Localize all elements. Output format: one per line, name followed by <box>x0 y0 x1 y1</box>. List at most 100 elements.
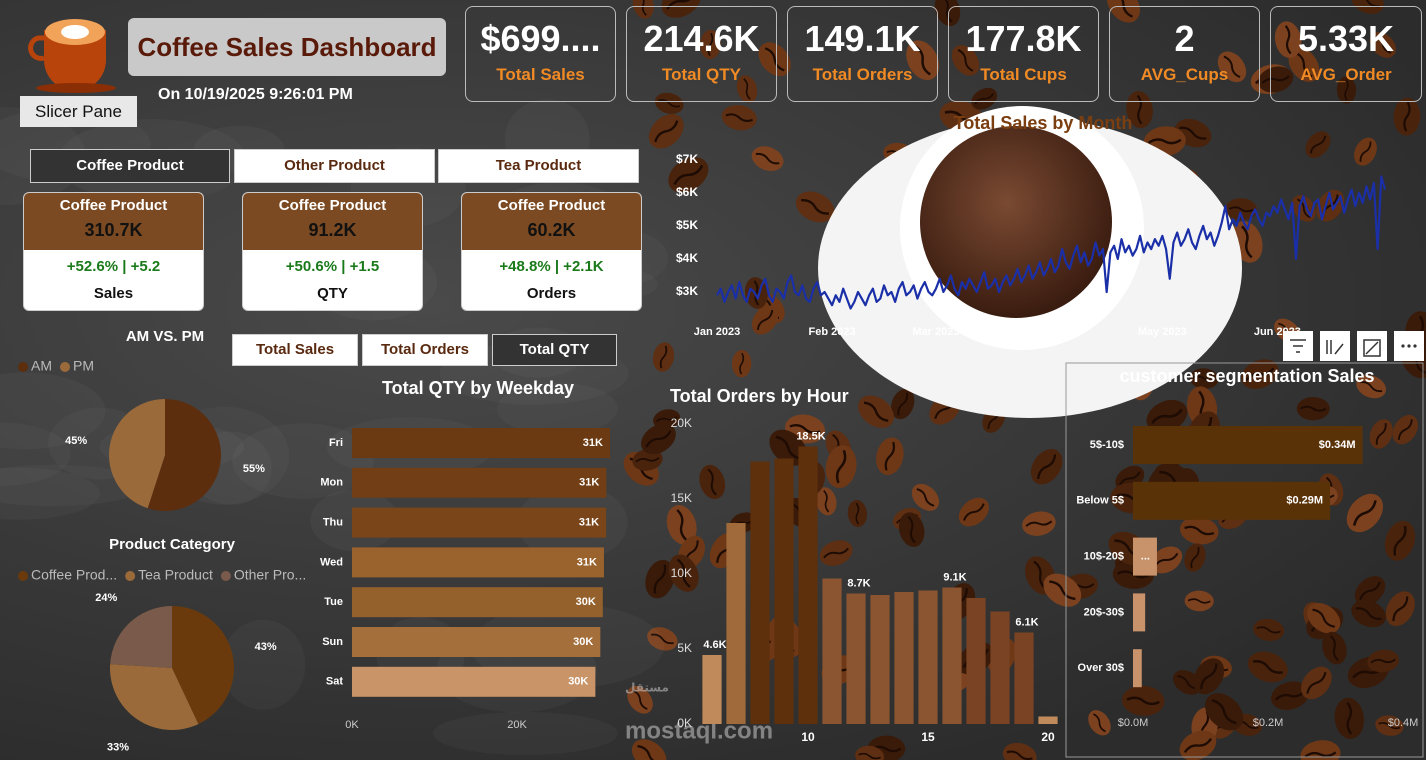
data-label: 30K <box>573 636 593 648</box>
bean-crease <box>1370 658 1396 664</box>
bean-crease <box>653 564 667 594</box>
dot <box>1401 344 1405 348</box>
coffee-bean <box>666 505 697 545</box>
tile-header: Coffee Product 60.2K <box>462 193 641 250</box>
bar <box>352 627 601 657</box>
data-label: ... <box>1141 551 1150 563</box>
bean-crease <box>801 199 829 215</box>
coffee-bean <box>1253 618 1285 641</box>
kpi-tile: Coffee Product 60.2K +48.8% | +2.1K Orders <box>461 192 642 311</box>
bean-crease <box>914 44 931 76</box>
coffee-bean <box>1274 21 1302 59</box>
kpi-value: $699.... <box>480 21 601 57</box>
coffee-bean <box>1369 31 1396 58</box>
bean-crease <box>1154 552 1179 568</box>
tab[interactable]: Coffee Product <box>30 149 230 183</box>
coffee-bean <box>1351 600 1387 628</box>
bean-crease <box>1256 626 1281 634</box>
coffee-bean <box>1316 189 1345 222</box>
coffee-bean <box>819 540 853 566</box>
tab[interactable]: Total QTY <box>492 334 617 366</box>
coffee-bean <box>1150 546 1183 574</box>
bean-crease <box>1393 525 1407 556</box>
coffee-bean <box>632 0 654 19</box>
coffee-bean <box>751 305 779 335</box>
focus-icon[interactable] <box>1320 331 1350 361</box>
coffee-bean <box>653 409 681 430</box>
bean-crease <box>1190 546 1200 569</box>
coffee-bean <box>1088 710 1111 736</box>
kpi-value: 214.6K <box>643 21 760 57</box>
kpi-label: AVG_Order <box>1300 65 1392 84</box>
bean-crease <box>1375 422 1387 445</box>
kpi-label: Total Sales <box>496 65 585 84</box>
coffee-bean <box>1217 51 1247 83</box>
chart-title: Total Orders by Hour <box>670 386 849 406</box>
coffee-bean <box>1189 368 1219 389</box>
data-label: $0.34M <box>1319 439 1356 451</box>
data-label: 18.5K <box>796 430 825 442</box>
coffee-bean <box>1247 651 1288 683</box>
coffee-bean <box>751 146 784 171</box>
kpi-card: 177.8K Total Cups <box>948 6 1099 102</box>
bean-crease <box>1177 675 1198 690</box>
bar <box>750 461 770 724</box>
bean-crease <box>650 633 674 645</box>
coffee-bean <box>1002 742 1037 760</box>
tab[interactable]: Tea Product <box>438 149 639 183</box>
tile-label: Sales <box>93 285 134 302</box>
coffee-bean <box>1043 573 1082 607</box>
bar <box>846 593 866 724</box>
coffee-bean <box>641 423 676 455</box>
y-tick-label: Thu <box>323 517 343 529</box>
legend-label: Coffee Prod... <box>31 567 117 583</box>
coffee-bean <box>1384 520 1416 561</box>
tab[interactable]: Total Sales <box>232 334 358 366</box>
bean-crease <box>658 99 681 108</box>
coffee-bean <box>1354 576 1386 606</box>
legend-label: Other Pro... <box>234 567 306 583</box>
bean-crease <box>863 401 889 422</box>
bean-crease <box>1126 696 1160 706</box>
bean-crease <box>1306 672 1327 694</box>
tile-value: 60.2K <box>527 220 576 240</box>
bean-crease <box>1304 751 1337 758</box>
bean-crease <box>1037 454 1057 480</box>
coffee-bean <box>1367 649 1400 673</box>
data-label: 8.7K <box>847 577 870 589</box>
bean-crease <box>753 280 760 306</box>
bean-crease <box>666 0 697 10</box>
slicer-button[interactable]: Slicer Pane <box>20 96 137 127</box>
y-tick-label: 10$-20$ <box>1084 551 1124 563</box>
coffee-bean <box>825 445 857 489</box>
tab[interactable]: Other Product <box>234 149 435 183</box>
tile-change: +50.6% | +1.5 <box>285 258 380 275</box>
coffee-bean <box>1354 137 1377 166</box>
charts: AM VS. PM 55% 45% AM PM Product Category 43% 33… <box>18 113 1418 753</box>
y-tick-label: Fri <box>329 437 343 449</box>
coffee-bean <box>647 627 678 651</box>
data-label: 31K <box>577 556 597 568</box>
bean-crease <box>1147 138 1182 145</box>
bean-crease <box>823 547 849 559</box>
bar <box>702 655 722 724</box>
coffee-bean <box>631 739 667 760</box>
bean-crease <box>639 0 647 16</box>
x-tick-label: Feb 2023 <box>808 326 855 338</box>
coffee-bean <box>1121 685 1165 716</box>
tab[interactable]: Total Orders <box>362 334 488 366</box>
kpi-label: Total QTY <box>661 65 741 84</box>
bean-crease <box>1033 560 1048 591</box>
bar <box>822 578 842 724</box>
bean-crease <box>855 502 860 525</box>
y-tick-label: Over 30$ <box>1078 662 1124 674</box>
bean-crease <box>673 164 704 186</box>
y-tick-label: 10K <box>671 566 692 580</box>
legend-marker <box>18 571 28 581</box>
kpi-card: 149.1K Total Orders <box>787 6 938 102</box>
bean-crease <box>884 441 896 471</box>
bean-crease <box>963 503 985 521</box>
coffee-bean <box>1385 591 1415 627</box>
bean-crease <box>1359 581 1381 601</box>
data-label: 30K <box>568 676 588 688</box>
